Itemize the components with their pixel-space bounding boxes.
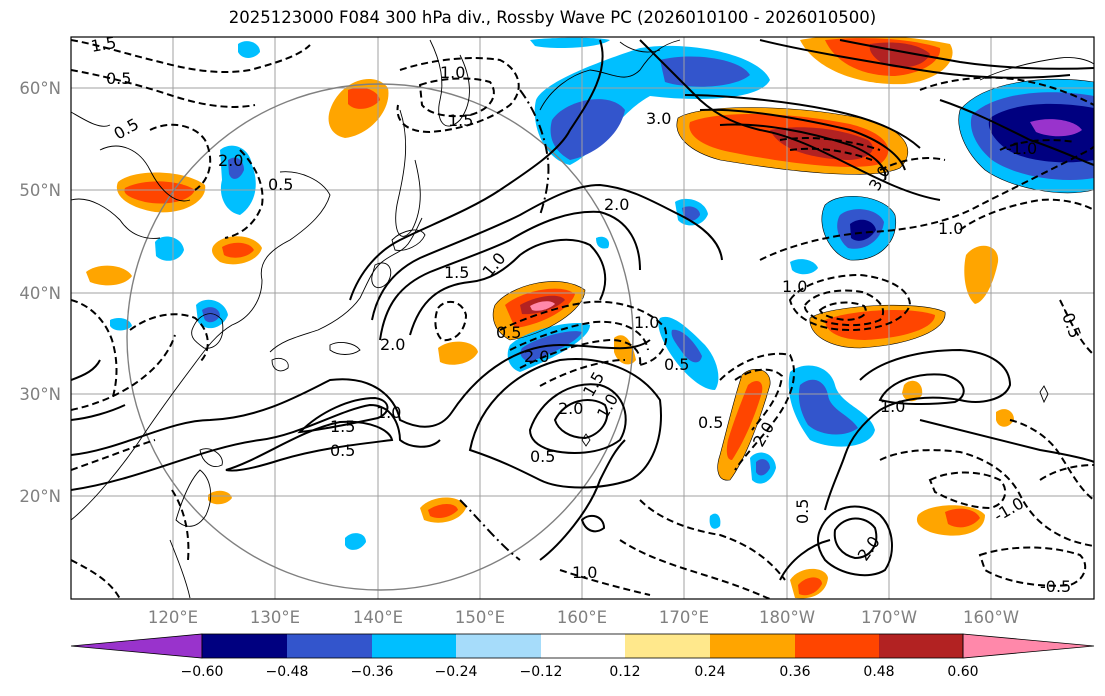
pos-blob-10: [420, 497, 466, 523]
lat-label: 30°N: [19, 385, 61, 404]
contour-label: 1.0: [782, 277, 807, 296]
neg-blob-5: [658, 316, 719, 390]
colorbar-segment: [287, 634, 372, 658]
reference-circle: [126, 83, 634, 591]
contour-label: 1.0: [880, 397, 905, 416]
pos-blob-3: [328, 79, 389, 138]
colorbar-tick: 0.48: [863, 664, 894, 680]
lat-label: 20°N: [19, 487, 61, 506]
contour-label: 0.5: [793, 499, 812, 524]
neg-blob-4: [788, 365, 875, 447]
colorbar-segment: [879, 634, 963, 658]
contour-label: 0.5: [268, 175, 293, 194]
lon-label: 180°W: [759, 608, 815, 627]
colorbar-extend-right: [962, 633, 1095, 659]
lon-label: 170°W: [861, 608, 917, 627]
pos-blob-13: [86, 265, 132, 286]
colorbar: −0.60 −0.48 −0.36 −0.24 −0.12 0.12 0.24 …: [70, 633, 1095, 680]
pos-blob-9: [438, 341, 478, 365]
contour-label: 2.0: [524, 347, 549, 366]
latitude-labels: 60°N 50°N 40°N 30°N 20°N: [19, 79, 61, 506]
positive-contours: [71, 39, 1094, 581]
colorbar-segment: [541, 634, 625, 658]
pos-blob-4: [116, 172, 206, 213]
pos-blob-5: [212, 236, 262, 265]
neg-blob-2: [530, 37, 770, 165]
neg-blob-3: [821, 196, 896, 261]
contour-label: 1.5: [89, 33, 117, 56]
contour-label: 0.5: [106, 69, 131, 88]
contour-label: -0.5: [1040, 577, 1071, 596]
lon-label: 140°E: [353, 608, 403, 627]
pos-blob-12: [964, 245, 999, 304]
colorbar-tick: −0.60: [181, 664, 224, 680]
colorbar-tick: 0.60: [947, 664, 978, 680]
contour-label: 1.0: [376, 403, 401, 422]
dashdot-contour: [519, 89, 550, 216]
longitude-labels: 120°E 130°E 140°E 150°E 160°E 170°E 180°…: [148, 608, 1019, 627]
neg-blob-1: [958, 79, 1094, 193]
contour-label: 1.0: [634, 313, 659, 332]
contour-label: 3.0: [646, 109, 671, 128]
pos-blob-8: [717, 369, 771, 481]
colorbar-extend-left: [70, 633, 203, 659]
contour-label: 1.0: [572, 563, 597, 582]
lon-label: 120°E: [148, 608, 198, 627]
colorbar-segment: [372, 634, 456, 658]
pos-blob-6: [493, 281, 585, 340]
contour-label: 1.5: [448, 111, 473, 130]
colorbar-tick: −0.36: [351, 664, 394, 680]
contour-label: 1.0: [938, 219, 963, 238]
neg-blob-8: [750, 452, 776, 484]
dashdot-contour-2: [459, 499, 521, 561]
pos-blob-14: [614, 335, 636, 365]
colorbar-segment: [625, 634, 710, 658]
pos-blob-15: [208, 380, 1014, 599]
contour-label: 0.5: [496, 323, 521, 342]
colorbar-segment: [710, 634, 795, 658]
colorbar-tick: 0.36: [779, 664, 810, 680]
colorbar-tick: 0.12: [609, 664, 640, 680]
contour-label: 2.0: [558, 399, 583, 418]
lon-label: 160°E: [557, 608, 607, 627]
contour-label: -1.0: [1006, 139, 1037, 158]
colorbar-tick: 0.24: [694, 664, 725, 680]
lon-label: 130°E: [250, 608, 300, 627]
contour-label: 1.5: [444, 263, 469, 282]
colorbar-segment: [795, 634, 879, 658]
lat-label: 40°N: [19, 284, 61, 303]
colorbar-segment: [202, 634, 287, 658]
plot-frame: [70, 36, 1095, 600]
lon-label: 170°E: [659, 608, 709, 627]
contour-label: 1.5: [330, 417, 355, 436]
contour-label: 1.0: [440, 63, 465, 82]
colorbar-tick: −0.48: [266, 664, 309, 680]
colorbar-tick: −0.24: [435, 664, 478, 680]
contour-label: 0.5: [698, 413, 723, 432]
colorbar-frame: [201, 633, 964, 659]
contour-label: 0.5: [330, 441, 355, 460]
lon-label: 160°W: [963, 608, 1019, 627]
lat-label: 50°N: [19, 181, 61, 200]
map-title: 2025123000 F084 300 hPa div., Rossby Wav…: [228, 8, 877, 27]
lat-label: 60°N: [19, 79, 61, 98]
colorbar-ticks: −0.60 −0.48 −0.36 −0.24 −0.12 0.12 0.24 …: [181, 664, 979, 680]
contour-label: 0.5: [530, 447, 555, 466]
neg-blob-6: [507, 322, 590, 372]
contour-label: 2.0: [380, 335, 405, 354]
coastlines: [71, 39, 1094, 599]
contour-label: 0.5: [664, 355, 689, 374]
colorbar-segment: [456, 634, 541, 658]
pos-blob-2: [800, 37, 953, 85]
lon-label: 150°E: [455, 608, 505, 627]
colorbar-tick: −0.12: [520, 664, 563, 680]
contour-label: 2.0: [218, 151, 243, 170]
contour-label: 2.0: [604, 195, 629, 214]
negative-contours: [71, 39, 1094, 599]
pos-blob-11: [916, 505, 985, 536]
neg-blob-7: [220, 145, 256, 215]
